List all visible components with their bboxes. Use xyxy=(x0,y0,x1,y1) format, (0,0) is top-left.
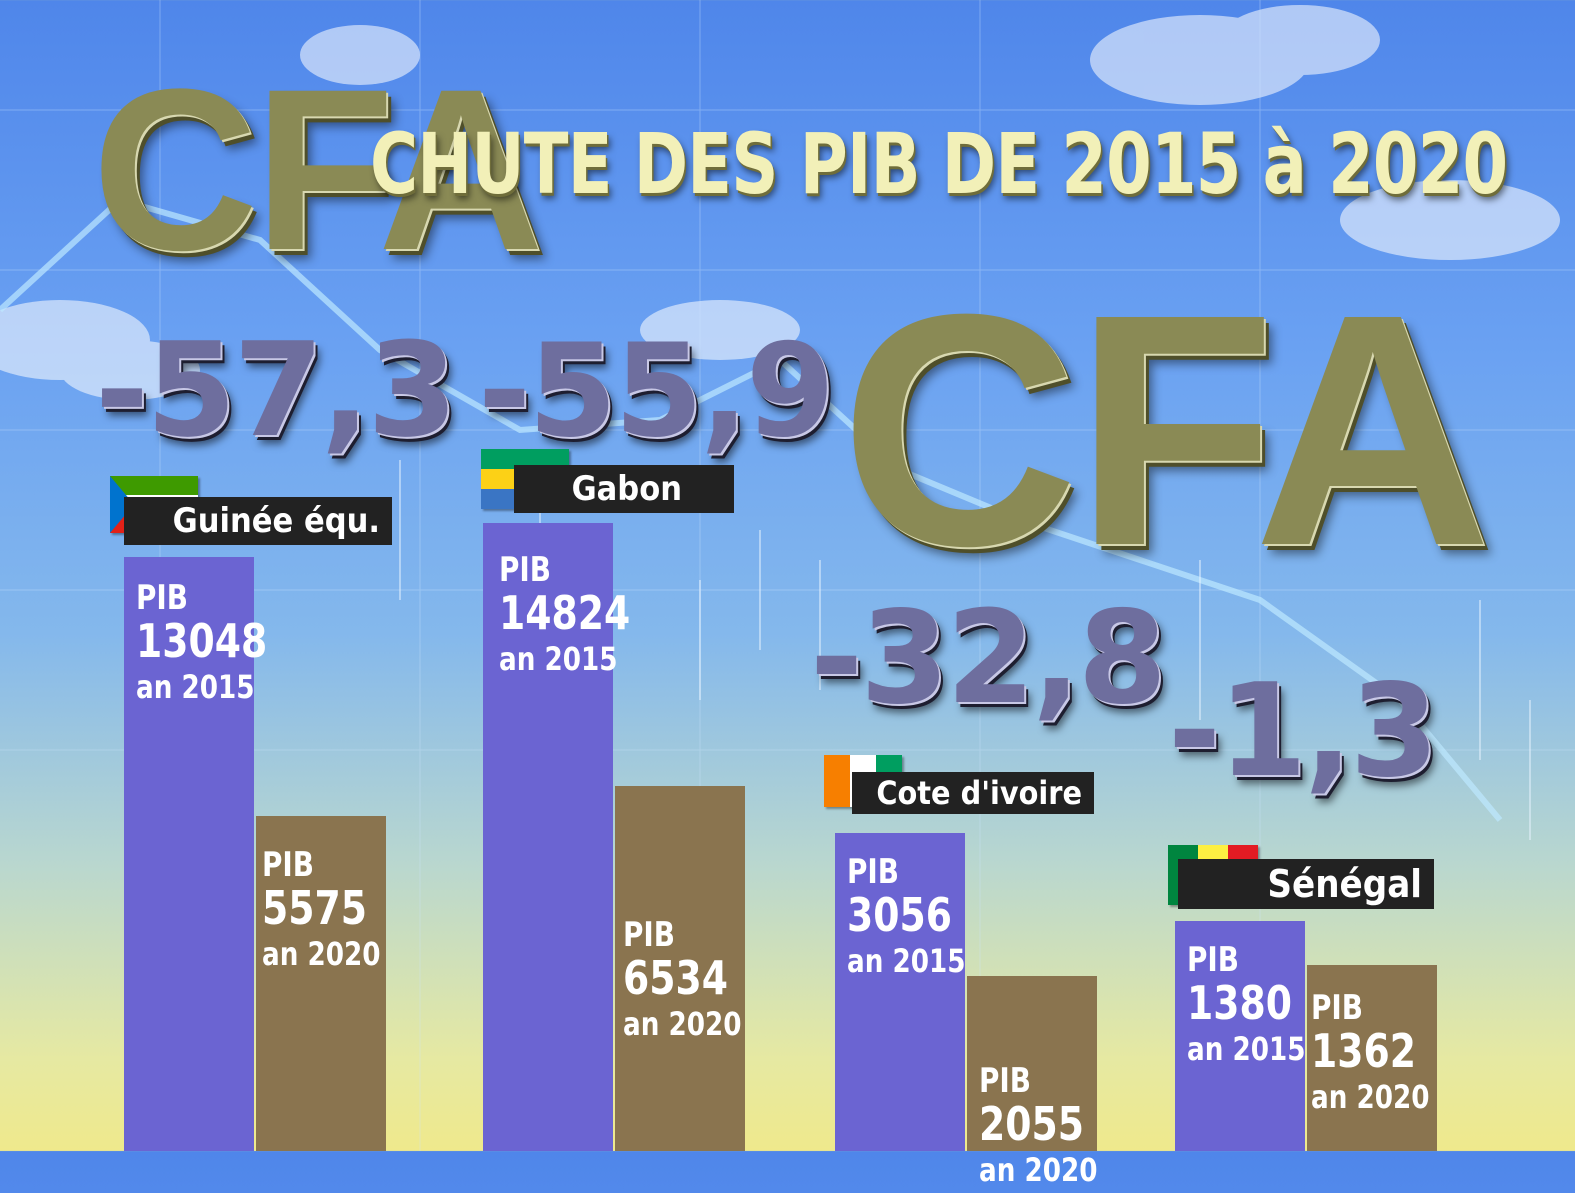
bar-2015 xyxy=(483,523,613,1151)
percent-change-label: -32,8 xyxy=(810,584,1167,733)
bar-value: 6534 xyxy=(623,950,728,1005)
country-label: Guinée équ. xyxy=(124,497,392,545)
bar-pib-label: PIB xyxy=(136,578,189,618)
bar-pib-label: PIB xyxy=(262,845,315,885)
percent-change-label: -1,3 xyxy=(1168,657,1439,806)
background-market-chart xyxy=(0,0,1575,1151)
bar-value-label: PIB 1362 an 2020 xyxy=(1311,988,1430,1120)
bar-pib-label: PIB xyxy=(979,1061,1032,1101)
bar-year-label: an 2015 xyxy=(499,639,618,678)
bar-value-label: PIB 6534 an 2020 xyxy=(623,915,742,1047)
bar-value: 1380 xyxy=(1187,975,1292,1030)
bar-value: 5575 xyxy=(262,880,367,935)
bar-value-label: PIB 3056 an 2015 xyxy=(847,852,966,984)
bar-pib-label: PIB xyxy=(499,550,552,590)
percent-change-label: -57,3 xyxy=(95,314,458,466)
bar-pib-label: PIB xyxy=(623,915,676,955)
bar-year-label: an 2015 xyxy=(1187,1029,1306,1068)
cfa-watermark-top-left: CFA xyxy=(92,41,544,298)
country-label: Sénégal xyxy=(1178,859,1434,909)
bar-year-label: an 2020 xyxy=(1311,1077,1430,1116)
bar-value-label: PIB 2055 an 2020 xyxy=(979,1061,1098,1193)
country-label: Cote d'ivoire xyxy=(852,772,1094,814)
bar-2015 xyxy=(124,557,254,1151)
bar-2015 xyxy=(835,833,965,1151)
chart-title: CHUTE DES PIB DE 2015 à 2020 xyxy=(370,115,1508,213)
bar-pib-label: PIB xyxy=(1187,940,1240,980)
country-label: Gabon xyxy=(514,465,734,513)
bar-year-label: an 2020 xyxy=(979,1150,1098,1189)
bar-value-label: PIB 5575 an 2020 xyxy=(262,845,381,977)
bar-2015 xyxy=(1175,921,1305,1151)
bar-pib-label: PIB xyxy=(1311,988,1364,1028)
bar-value: 3056 xyxy=(847,887,952,942)
bar-value-label: PIB 13048 an 2015 xyxy=(136,578,268,710)
bar-year-label: an 2020 xyxy=(623,1004,742,1043)
bar-year-label: an 2015 xyxy=(847,941,966,980)
bar-pib-label: PIB xyxy=(847,852,900,892)
bar-value-label: PIB 14824 an 2015 xyxy=(499,550,631,682)
bar-2020 xyxy=(615,786,745,1151)
bar-2020 xyxy=(1307,965,1437,1151)
bar-value: 13048 xyxy=(136,613,268,668)
bar-value: 1362 xyxy=(1311,1023,1416,1078)
percent-change-label: -55,9 xyxy=(478,317,835,466)
bar-2020 xyxy=(967,976,1097,1151)
bar-2020 xyxy=(256,816,386,1151)
bar-year-label: an 2020 xyxy=(262,934,381,973)
bar-year-label: an 2015 xyxy=(136,667,255,706)
bar-value: 2055 xyxy=(979,1096,1084,1151)
cfa-watermark-right: CFA xyxy=(840,245,1492,614)
bar-value: 14824 xyxy=(499,585,631,640)
bar-value-label: PIB 1380 an 2015 xyxy=(1187,940,1306,1072)
